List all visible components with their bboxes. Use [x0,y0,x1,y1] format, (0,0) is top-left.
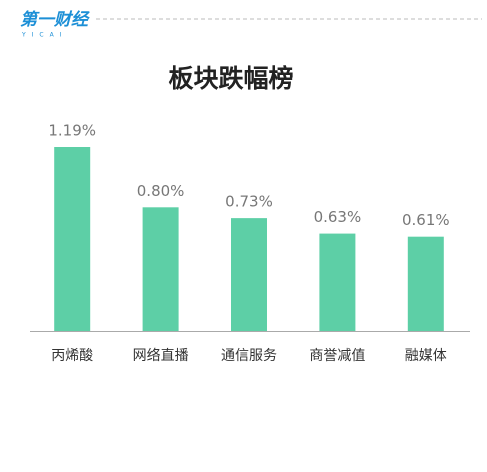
bar [407,236,444,331]
bar [142,207,179,331]
value-label: 0.80% [137,182,185,200]
x-tick-label: 网络直播 [133,347,189,364]
value-label: 0.73% [225,193,273,211]
bar [319,233,356,331]
x-tick-label: 通信服务 [221,348,277,364]
bar [54,147,91,331]
chart-title: 板块跌幅榜 [168,64,293,93]
x-tick-label: 融媒体 [405,348,447,364]
x-tick-label: 丙烯酸 [51,348,93,364]
x-tick-label: 商誉减值 [309,348,365,364]
value-label: 1.19% [48,122,96,140]
value-label: 0.61% [402,211,450,229]
logo-text: 第一财经 [20,10,90,30]
logo-sub: YICAI [21,32,68,39]
bar [231,218,267,331]
value-label: 0.63% [314,208,362,226]
